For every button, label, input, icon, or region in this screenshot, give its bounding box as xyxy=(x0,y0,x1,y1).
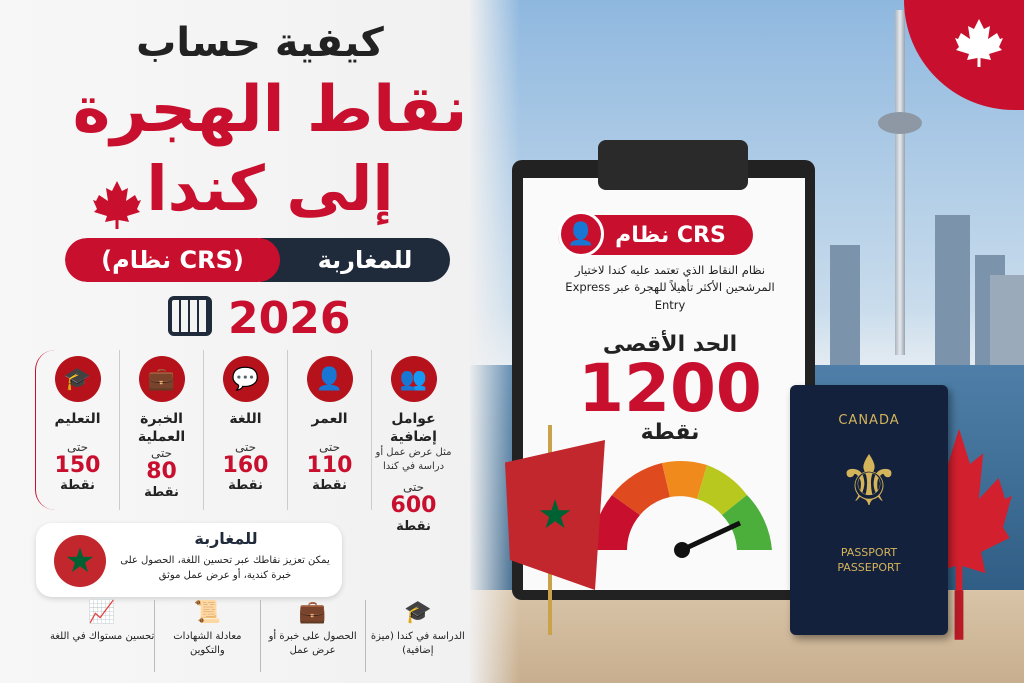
crs-description: نظام النقاط الذي تعتمد عليه كندا لاختيار… xyxy=(565,263,775,312)
category-sub: مثل عرض عمل أو دراسة في كندا xyxy=(375,447,452,473)
category-name: عوامل إضافية xyxy=(390,411,437,446)
clipboard-clamp xyxy=(598,140,748,190)
system-label: (نظام CRS) xyxy=(65,238,280,282)
title-line2: نقاط الهجرة xyxy=(72,73,468,147)
year: 2026 xyxy=(228,293,351,344)
tip-text: الدراسة في كندا (ميزة إضافية) xyxy=(370,631,465,656)
unit: نقطة xyxy=(144,484,179,500)
tips: 🎓 الدراسة في كندا (ميزة إضافية) 💼 الحصول ع… xyxy=(50,600,470,672)
points: 600 xyxy=(390,493,437,519)
canada-passport: CANADA ⚜ PASSPORT PASSEPORT xyxy=(790,385,948,635)
briefcase-icon: 💼 xyxy=(138,356,185,402)
moroccans-text: يمكن تعزيز نقاطك عبر تحسين اللغة، الحصول… xyxy=(120,555,330,581)
coat-of-arms-icon: ⚜ xyxy=(837,440,901,522)
tip-text: الحصول على خبرة أو عرض عمل xyxy=(268,631,357,656)
subtitle-pill: (نظام CRS) للمغاربة xyxy=(65,238,450,282)
maple-leaf-decoration xyxy=(906,428,1012,640)
tip-text: تحسين مستواك في اللغة xyxy=(50,631,155,642)
tip-work: 💼 الحصول على خبرة أو عرض عمل xyxy=(259,600,365,672)
category-name: اللغة xyxy=(229,411,262,427)
moroccans-card: ★ للمغاربة يمكن تعزيز نقاطك عبر تحسين ال… xyxy=(36,523,342,597)
tip-language: 📈 تحسين مستواك في اللغة xyxy=(50,600,154,672)
morocco-flag-icon: ★ xyxy=(54,535,106,587)
passport-label: PASSPORT xyxy=(840,546,898,559)
audience-label: للمغاربة xyxy=(260,238,450,282)
calendar-icon xyxy=(168,296,212,336)
category-education: 🎓 التعليم حتى 150 نقطة xyxy=(36,350,119,510)
max-unit: نقطة xyxy=(640,420,700,445)
category-name: التعليم xyxy=(54,411,101,427)
person-icon: 👤 xyxy=(306,356,353,402)
cn-tower-pod xyxy=(878,112,922,134)
passport-label-fr: PASSEPORT xyxy=(837,561,901,575)
max-value: 1200 xyxy=(578,350,762,427)
graduation-cap-icon: 🎓 xyxy=(404,600,432,625)
tip-diplomas: 📜 معادلة الشهادات والتكوين xyxy=(154,600,259,672)
title-line1: كيفية حساب xyxy=(136,20,384,66)
unit: نقطة xyxy=(312,478,347,494)
category-age: 👤 العمر حتى 110 نقطة xyxy=(287,350,371,510)
tip-study: 🎓 الدراسة في كندا (ميزة إضافية) xyxy=(364,600,470,672)
user-icon: 👤 xyxy=(558,211,604,257)
graduation-cap-icon: 🎓 xyxy=(54,356,101,402)
category-language: 💬 اللغة حتى 160 نقطة xyxy=(203,350,287,510)
chat-icon: 💬 xyxy=(222,356,269,402)
upto: حتى xyxy=(66,440,89,455)
cn-tower xyxy=(895,10,905,355)
unit: نقطة xyxy=(396,518,431,534)
points: 80 xyxy=(146,459,177,485)
gauge-icon xyxy=(592,461,772,558)
categories: 👥 عوامل إضافية مثل عرض عمل أو دراسة في كند… xyxy=(35,350,455,534)
category-extra: 👥 عوامل إضافية مثل عرض عمل أو دراسة في كند… xyxy=(371,350,455,534)
passport-country: CANADA xyxy=(838,413,900,428)
title-line3: إلى كندا xyxy=(146,152,394,225)
moroccans-title: للمغاربة xyxy=(194,529,258,548)
points: 160 xyxy=(222,453,269,479)
points: 150 xyxy=(54,453,101,479)
category-experience: 💼 الخبرة العملية حتى 80 نقطة xyxy=(119,350,203,510)
category-name: العمر xyxy=(311,411,348,427)
max-label: الحد الأقصى xyxy=(602,332,738,357)
maple-leaf-icon xyxy=(955,19,1003,67)
chart-up-icon: 📈 xyxy=(88,600,116,625)
upto: حتى xyxy=(234,440,257,455)
upto: حتى xyxy=(318,440,341,455)
maple-leaf-icon xyxy=(93,181,141,229)
points: 110 xyxy=(306,453,353,479)
people-icon: 👥 xyxy=(390,356,437,402)
upto: حتى xyxy=(402,480,425,495)
tip-text: معادلة الشهادات والتكوين xyxy=(173,631,242,656)
unit: نقطة xyxy=(60,478,95,494)
unit: نقطة xyxy=(228,478,263,494)
certificate-icon: 📜 xyxy=(193,600,222,625)
upto: حتى xyxy=(150,446,173,461)
briefcase-icon: 💼 xyxy=(298,600,327,625)
category-name: الخبرة العملية xyxy=(137,411,186,446)
